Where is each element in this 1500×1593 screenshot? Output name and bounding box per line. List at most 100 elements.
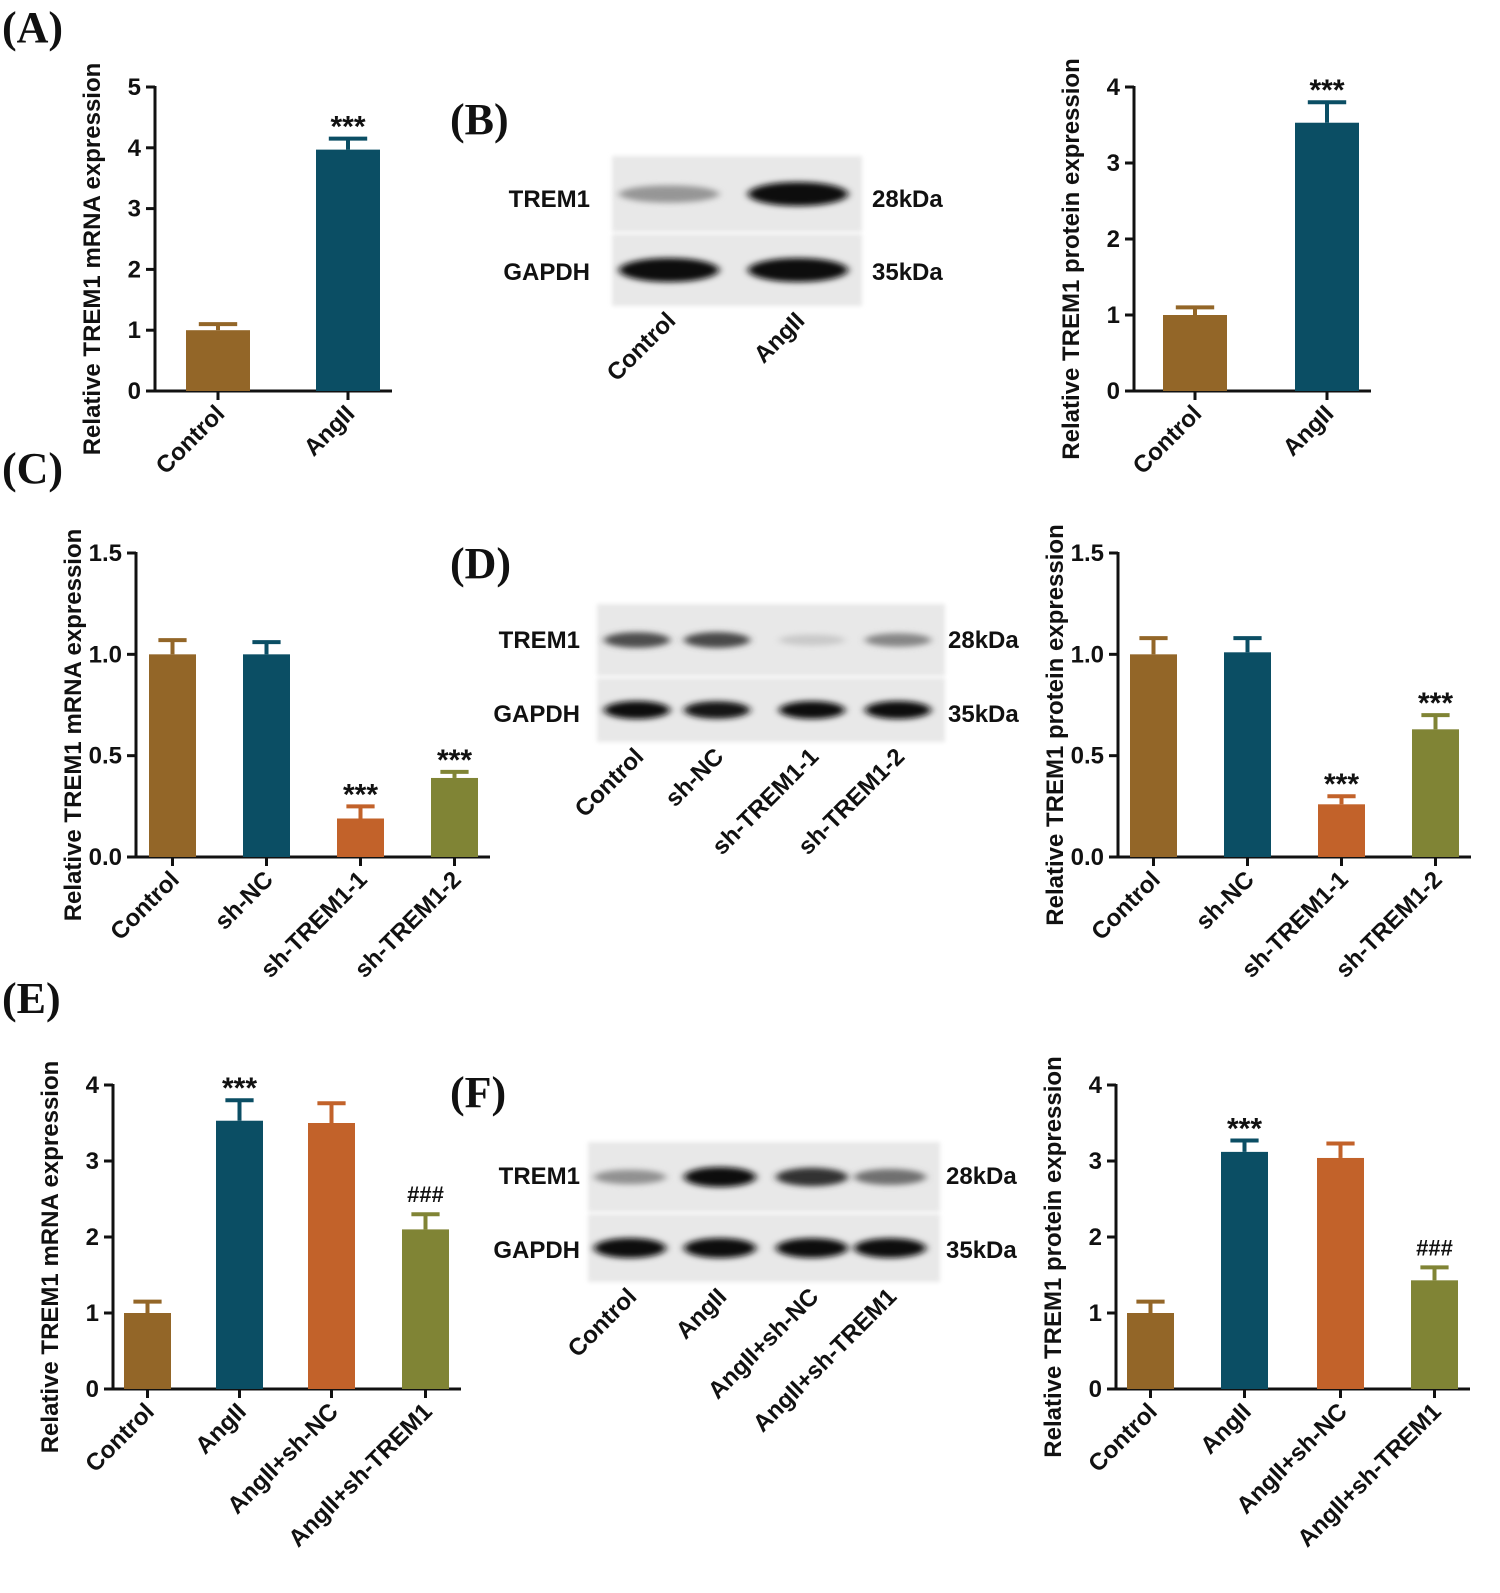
- blot-lane-label-angii: AngII: [749, 307, 811, 369]
- blot-protein-label: GAPDH: [503, 259, 590, 286]
- x-tick-label-control: Control: [151, 400, 230, 479]
- band-gapdh-sh-trem1-2: [865, 701, 931, 719]
- band-gapdh-angii: [748, 258, 848, 282]
- western-blot-b: TREM1 28kDa GAPDH 35kDa Control AngII: [503, 156, 943, 387]
- band-trem1-angii: [748, 182, 848, 206]
- y-tick-label: 1.5: [1071, 540, 1104, 567]
- x-tick-label-sh-nc: sh-NC: [210, 866, 279, 935]
- y-tick-label: 0: [86, 1376, 99, 1403]
- blot-row-gapdh: GAPDH 35kDa: [493, 1214, 1017, 1282]
- significance-angii-plus-sh-trem1: ###: [407, 1182, 444, 1207]
- band-gapdh-control: [594, 1238, 666, 1258]
- x-tick-label-control: Control: [1086, 866, 1165, 945]
- y-tick-label: 0: [1089, 1376, 1102, 1403]
- blot-protein-label: GAPDH: [493, 1237, 580, 1264]
- chart-e: 0 1 2 3 4 Relative TREM1 mRNA expression Contr…: [37, 1061, 461, 1553]
- significance-angii: ***: [1309, 74, 1344, 107]
- bar-angii: [216, 1120, 263, 1389]
- chart-a: 0 1 2 3 4 5 Relative TREM1 mRNA expression Cont…: [79, 63, 392, 480]
- band-trem1-control: [604, 632, 670, 648]
- band-gapdh-control: [604, 701, 670, 719]
- x-tick-label-angii: AngII: [190, 1398, 252, 1460]
- bar-angii-plus-sh-trem1: [402, 1229, 449, 1389]
- y-tick-label: 0: [128, 378, 141, 405]
- y-tick-label: 0: [1107, 378, 1120, 405]
- y-tick-label: 1.0: [1071, 641, 1104, 668]
- x-tick-label-angii: AngII: [1195, 1398, 1257, 1460]
- band-gapdh-sh-nc: [684, 701, 750, 719]
- y-tick-label: 1: [86, 1300, 99, 1327]
- x-tick-label-control: Control: [1128, 400, 1207, 479]
- y-tick-label: 3: [86, 1148, 99, 1175]
- bar-angii: [1295, 122, 1359, 391]
- blot-lane-label-angii-plus-sh-trem1: AngII+sh-TREM1: [748, 1283, 902, 1437]
- bar-sh-nc: [1224, 652, 1271, 857]
- chart-f: 0 1 2 3 4 Relative TREM1 protein expression Co…: [1040, 1056, 1470, 1553]
- significance-angii: ***: [330, 111, 365, 144]
- band-gapdh-angii: [684, 1238, 756, 1258]
- y-tick-label: 4: [86, 1072, 100, 1099]
- bar-sh-trem1-1: [1318, 804, 1365, 857]
- x-tick-label-control: Control: [1083, 1398, 1162, 1477]
- significance-sh-trem1-2: ***: [437, 744, 472, 777]
- y-tick-label: 2: [1089, 1224, 1102, 1251]
- blot-lane-label-control: Control: [602, 307, 681, 386]
- blot-kda-label: 28kDa: [948, 627, 1019, 654]
- band-gapdh-control: [619, 258, 719, 282]
- y-tick-label: 2: [1107, 226, 1120, 253]
- bar-angii: [1221, 1151, 1268, 1389]
- y-tick-label: 1: [1089, 1300, 1102, 1327]
- y-tick-label: 0.0: [89, 844, 122, 871]
- y-tick-label: 0.0: [1071, 844, 1104, 871]
- bar-control: [1127, 1313, 1174, 1389]
- significance-sh-trem1-1: ***: [343, 778, 378, 811]
- y-tick-label: 1: [1107, 302, 1120, 329]
- blot-kda-label: 28kDa: [872, 186, 943, 213]
- panel-label-c: (C): [2, 444, 63, 493]
- x-tick-label-angii: AngII: [299, 400, 361, 462]
- blot-protein-label: TREM1: [509, 186, 590, 213]
- y-axis-label: Relative TREM1 protein expression: [1040, 1056, 1067, 1457]
- panel-label-a: (A): [2, 3, 63, 52]
- blot-kda-label: 35kDa: [872, 259, 943, 286]
- y-tick-label: 4: [128, 135, 142, 162]
- bar-control: [186, 330, 250, 391]
- x-tick-label-angii: AngII: [1278, 400, 1340, 462]
- y-tick-label: 1.5: [89, 540, 122, 567]
- y-tick-label: 1: [128, 317, 141, 344]
- y-tick-label: 3: [1089, 1148, 1102, 1175]
- band-trem1-control: [619, 185, 719, 203]
- blot-kda-label: 35kDa: [946, 1237, 1017, 1264]
- blot-protein-label: TREM1: [499, 627, 580, 654]
- band-trem1-sh-trem1-1: [779, 634, 845, 646]
- bar-control: [124, 1313, 171, 1389]
- western-blot-f: TREM1 28kDa GAPDH 35kDa Control AngIIAngII+sh…: [493, 1142, 1017, 1438]
- chart-b: 0 1 2 3 4 Relative TREM1 protein expression Co…: [1058, 58, 1371, 480]
- bar-angii-plus-sh-nc: [1317, 1157, 1364, 1389]
- bar-angii: [316, 149, 380, 391]
- y-axis-label: Relative TREM1 mRNA expression: [37, 1061, 64, 1454]
- x-tick-label-control: Control: [80, 1398, 159, 1477]
- bar-sh-trem1-1: [337, 818, 384, 857]
- band-trem1-angii-plus-sh-trem1: [854, 1169, 926, 1185]
- y-tick-label: 3: [128, 196, 141, 223]
- y-axis-label: Relative TREM1 protein expression: [1042, 524, 1069, 925]
- blot-lane-label-angii: AngII: [671, 1283, 733, 1345]
- bar-control: [1163, 315, 1227, 391]
- panel-label-d: (D): [450, 539, 511, 588]
- blot-row-trem1: TREM1 28kDa: [499, 1142, 1017, 1212]
- band-trem1-sh-nc: [684, 632, 750, 648]
- significance-angii-plus-sh-trem1: ###: [1416, 1235, 1453, 1260]
- bar-angii-plus-sh-trem1: [1411, 1280, 1458, 1389]
- band-trem1-angii: [684, 1167, 756, 1187]
- bar-control: [149, 654, 196, 857]
- y-tick-label: 4: [1107, 74, 1121, 101]
- y-tick-label: 5: [128, 74, 141, 101]
- band-gapdh-angii-plus-sh-trem1: [854, 1238, 926, 1258]
- band-trem1-control: [594, 1169, 666, 1185]
- blot-protein-label: GAPDH: [493, 701, 580, 728]
- y-tick-label: 0.5: [89, 743, 122, 770]
- blot-lane-label-control: Control: [563, 1283, 642, 1362]
- blot-row-trem1: TREM1 28kDa: [499, 604, 1019, 676]
